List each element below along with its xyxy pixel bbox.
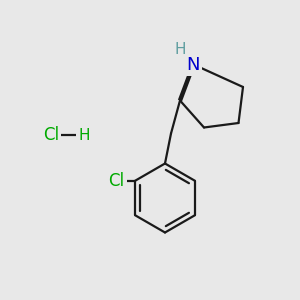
Text: N: N [187, 56, 200, 74]
Text: H: H [174, 42, 186, 57]
Text: Cl: Cl [43, 126, 59, 144]
Text: H: H [78, 128, 90, 142]
Text: Cl: Cl [109, 172, 124, 190]
